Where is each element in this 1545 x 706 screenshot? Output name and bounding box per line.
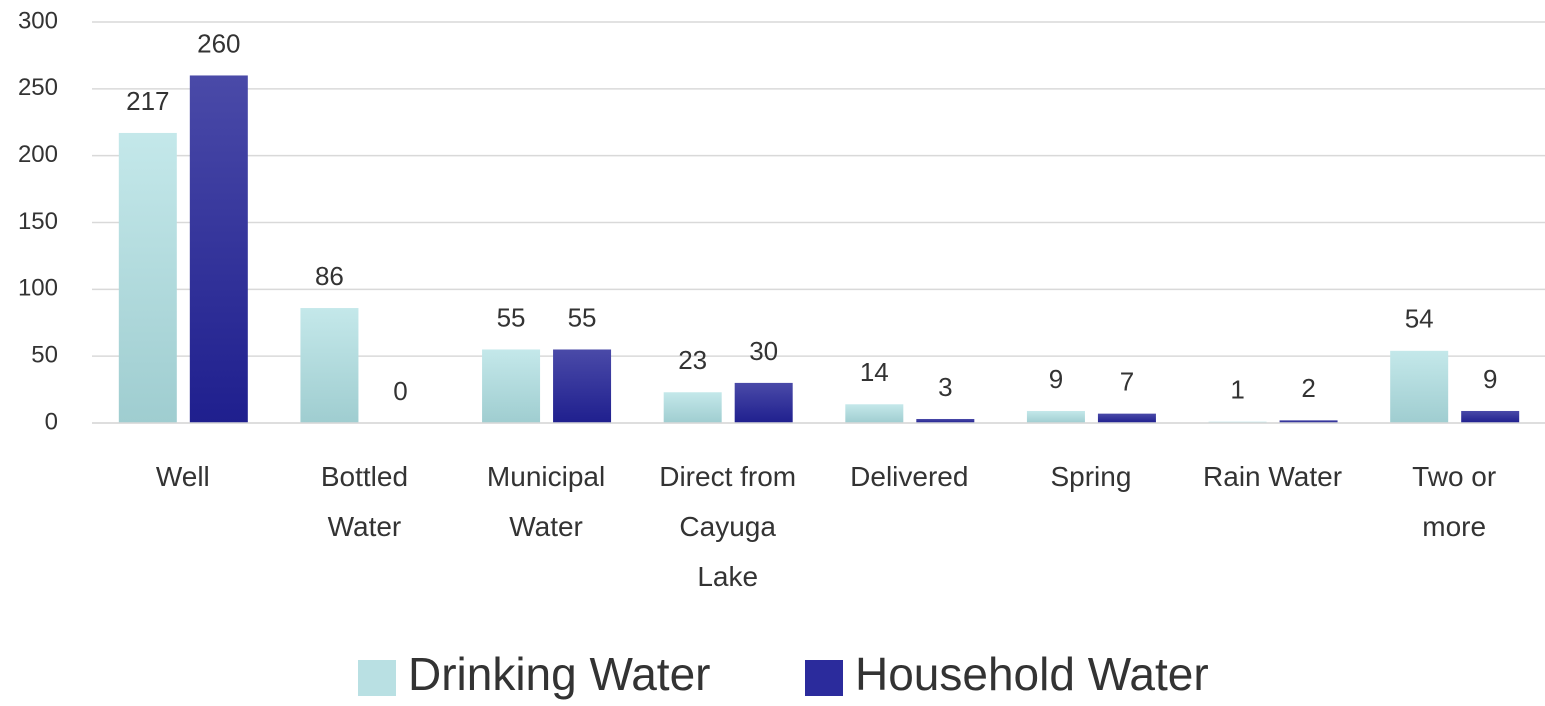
legend-swatch — [805, 660, 843, 696]
value-label: 55 — [497, 302, 526, 332]
bar — [482, 349, 541, 423]
bar — [845, 404, 904, 423]
bar — [1390, 350, 1449, 423]
x-tick-label: Well — [155, 461, 210, 492]
bar — [300, 308, 359, 423]
value-label: 217 — [126, 86, 169, 116]
value-label: 0 — [393, 376, 407, 406]
value-label: 55 — [568, 302, 597, 332]
bar — [1461, 410, 1520, 423]
value-label: 3 — [938, 372, 952, 402]
bar — [916, 418, 975, 423]
value-label: 54 — [1405, 304, 1434, 334]
y-tick-label: 300 — [18, 7, 58, 34]
value-label: 23 — [678, 345, 707, 375]
x-tick-label: Bottled Water — [320, 461, 409, 542]
x-tick-label: Spring — [1050, 461, 1132, 492]
value-label: 14 — [860, 357, 889, 387]
y-tick-label: 200 — [18, 141, 58, 168]
y-tick-label: 50 — [31, 342, 58, 369]
y-tick-label: 150 — [18, 208, 58, 235]
legend-swatch — [358, 660, 396, 696]
bar — [1026, 410, 1085, 423]
legend-label: Drinking Water — [408, 648, 710, 700]
y-tick-label: 0 — [45, 408, 58, 435]
bar — [663, 392, 722, 423]
value-label: 9 — [1483, 364, 1497, 394]
legend-label: Household Water — [855, 648, 1209, 700]
bar — [118, 132, 177, 423]
bar — [189, 75, 248, 423]
value-label: 86 — [315, 261, 344, 291]
x-tick-label: Municipal Water — [486, 461, 606, 542]
bar — [553, 349, 612, 423]
value-label: 2 — [1301, 373, 1315, 403]
value-label: 1 — [1230, 375, 1244, 405]
value-label: 9 — [1049, 364, 1063, 394]
x-tick-label: Two or more — [1412, 461, 1497, 542]
value-label: 30 — [749, 336, 778, 366]
y-tick-label: 100 — [18, 275, 58, 302]
value-label: 7 — [1120, 367, 1134, 397]
y-tick-label: 250 — [18, 74, 58, 101]
x-tick-label: Delivered — [850, 461, 969, 492]
x-tick-label: Direct from Cayuga Lake — [659, 461, 797, 592]
value-label: 260 — [197, 28, 240, 58]
x-tick-label: Rain Water — [1203, 461, 1343, 492]
bar — [734, 382, 793, 423]
bar — [1097, 413, 1156, 423]
bar — [1279, 420, 1338, 423]
